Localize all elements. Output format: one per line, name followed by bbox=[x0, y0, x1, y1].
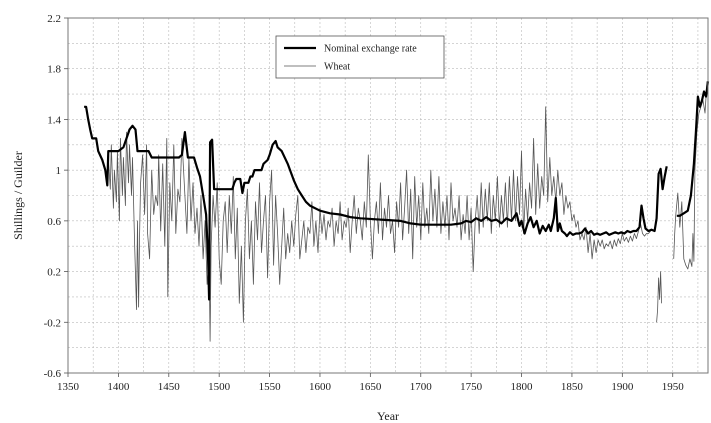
x-tick-label: 1800 bbox=[511, 381, 534, 393]
legend: Nominal exchange rate Wheat bbox=[275, 35, 445, 79]
y-axis-title: Shillings / Guilder bbox=[11, 151, 25, 240]
x-tick-label: 1450 bbox=[158, 381, 181, 393]
y-tick-label: 1.4 bbox=[47, 114, 61, 126]
y-tick-label: 0.2 bbox=[47, 267, 61, 279]
legend-box bbox=[275, 35, 445, 79]
legend-label-wheat: Wheat bbox=[324, 62, 350, 73]
x-axis-title: Year bbox=[377, 409, 399, 423]
y-tick-label: 1.8 bbox=[47, 64, 61, 76]
legend-label-nominal-exchange-rate: Nominal exchange rate bbox=[324, 44, 417, 55]
x-tick-label: 1700 bbox=[410, 381, 433, 393]
x-tick-label: 1350 bbox=[57, 381, 80, 393]
y-tick-label: -0.6 bbox=[44, 368, 62, 380]
y-tick-label: -0.2 bbox=[44, 317, 61, 329]
y-tick-label: 2.2 bbox=[47, 13, 61, 25]
x-tick-label: 1650 bbox=[359, 381, 382, 393]
x-tick-label: 1500 bbox=[208, 381, 231, 393]
series-lines bbox=[84, 81, 710, 342]
series-line-wheat bbox=[107, 81, 708, 342]
y-tick-label: 0.6 bbox=[47, 216, 61, 228]
x-tick-label: 1750 bbox=[460, 381, 483, 393]
plot-area-frame bbox=[67, 17, 709, 374]
axis-ticks: 1350 1400 1450 1500 1550 1600 1650 1700 1750 1800… bbox=[44, 13, 685, 393]
x-tick-label: 1950 bbox=[662, 381, 685, 393]
x-tick-label: 1400 bbox=[107, 381, 130, 393]
x-tick-label: 1900 bbox=[611, 381, 634, 393]
y-tick-label: 1 bbox=[56, 165, 62, 177]
x-tick-label: 1600 bbox=[309, 381, 332, 393]
x-tick-label: 1850 bbox=[561, 381, 584, 393]
x-tick-label: 1550 bbox=[259, 381, 282, 393]
series-line-nominal-exchange-rate bbox=[84, 81, 710, 301]
